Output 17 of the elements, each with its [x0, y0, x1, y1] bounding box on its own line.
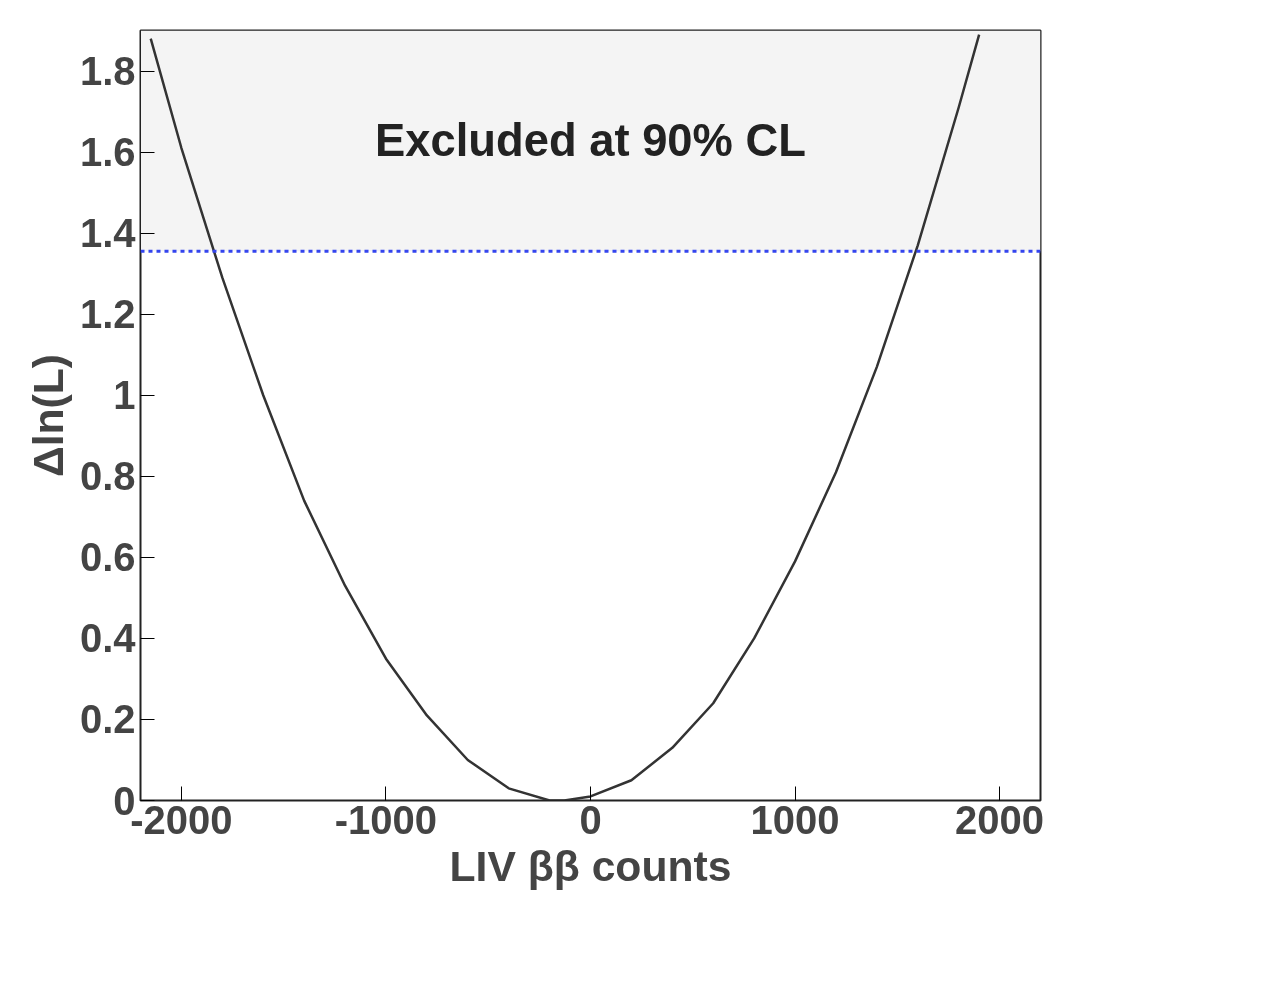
y-tick-label: 1.2 [79, 292, 136, 337]
y-tick-label: 1.4 [79, 211, 137, 256]
y-tick-label: 0.2 [79, 697, 136, 742]
y-tick-label: 1.6 [79, 130, 136, 175]
x-axis-title: LIV ββ counts [449, 841, 732, 890]
x-tick-label: 2000 [955, 797, 1045, 842]
x-tick-label: 1000 [750, 797, 840, 842]
y-tick-label: 0.8 [79, 454, 136, 499]
y-tick-label: 0.6 [79, 535, 136, 580]
x-tick-label: 0 [579, 797, 602, 842]
x-tick-label: -1000 [334, 797, 438, 842]
band-label: Excluded at 90% CL [375, 115, 806, 167]
y-tick-label: 0.4 [79, 616, 137, 661]
y-tick-label: 1 [113, 373, 136, 418]
line-series [149, 33, 981, 801]
y-tick-label: 1.8 [79, 49, 136, 94]
y-axis-title: Δln(L) [23, 353, 72, 478]
